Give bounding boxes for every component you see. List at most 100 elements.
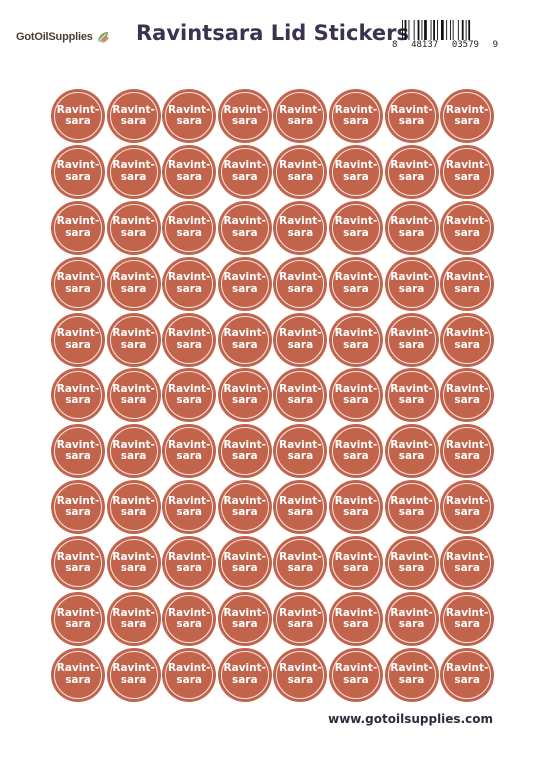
sticker-label: Ravint- sara [56,662,100,686]
sticker-label: Ravint- sara [112,103,155,127]
barcode-bar [441,20,444,40]
sticker-label: Ravint- sara [167,438,211,463]
sticker: Ravint- sara [273,480,328,535]
barcode-bar [424,20,427,40]
sticker: Ravint- sara [440,647,495,702]
sticker: Ravint- sara [51,480,105,535]
sticker: Ravint- sara [328,144,383,199]
sticker-label: Ravint- sara [279,494,322,519]
sticker: Ravint- sara [51,256,105,311]
sticker: Ravint- sara [106,312,161,367]
leaf-icon [97,32,109,43]
sticker: Ravint- sara [162,200,217,255]
sticker: Ravint- sara [162,592,217,647]
website-url: www.gotoilsupplies.com [328,712,493,726]
sticker: Ravint- sara [440,368,495,423]
sticker: Ravint- sara [162,647,217,702]
sticker: Ravint- sara [162,536,217,591]
sticker-label: Ravint- sara [56,550,100,575]
barcode-bar [417,20,420,40]
sticker-label: Ravint- sara [112,662,155,686]
sticker: Ravint- sara [384,647,439,702]
sticker: Ravint- sara [273,312,328,367]
sticker-label: Ravint- sara [167,662,211,686]
sticker-label: Ravint- sara [279,271,322,295]
barcode-bar [468,20,471,40]
sticker-label: Ravint- sara [334,159,378,183]
barcode-bar [404,20,407,40]
barcode: 8 48137 03579 9 [392,20,498,52]
sticker-label: Ravint- sara [445,662,489,686]
sticker: Ravint- sara [51,368,105,423]
sticker: Ravint- sara [106,424,161,479]
sticker-label: Ravint- sara [334,215,378,239]
sticker-label: Ravint- sara [445,494,489,519]
sticker: Ravint- sara [384,312,439,367]
sticker-label: Ravint- sara [445,215,489,239]
sticker-label: Ravint- sara [223,215,267,239]
sticker: Ravint- sara [51,200,105,255]
sticker: Ravint- sara [273,200,328,255]
sticker-label: Ravint- sara [167,382,211,407]
sticker: Ravint- sara [384,592,439,647]
sticker-label: Ravint- sara [334,382,378,407]
sticker: Ravint- sara [162,89,217,143]
sticker-label: Ravint- sara [334,494,378,519]
sticker: Ravint- sara [384,89,439,143]
sticker-label: Ravint- sara [112,382,155,407]
brand-logo: GotOilSupplies [16,28,110,46]
sticker-label: Ravint- sara [390,382,433,407]
sticker: Ravint- sara [217,480,272,535]
sticker-label: Ravint- sara [390,103,433,127]
sticker: Ravint- sara [328,480,383,535]
sticker-label: Ravint- sara [223,327,267,351]
sticker: Ravint- sara [106,592,161,647]
sticker: Ravint- sara [328,312,383,367]
brand-logo-text: GotOilSupplies [16,31,93,43]
sticker: Ravint- sara [273,144,328,199]
sticker: Ravint- sara [384,368,439,423]
sticker-label: Ravint- sara [223,606,267,631]
barcode-bar [465,20,467,40]
sticker-label: Ravint- sara [390,327,433,351]
sticker-label: Ravint- sara [445,271,489,295]
sticker-label: Ravint- sara [112,606,155,631]
sticker: Ravint- sara [440,256,495,311]
sticker-label: Ravint- sara [223,662,267,686]
sticker: Ravint- sara [51,536,105,591]
sticker-label: Ravint- sara [390,215,433,239]
barcode-bar [450,20,451,40]
sticker: Ravint- sara [328,368,383,423]
sticker: Ravint- sara [440,536,495,591]
sticker: Ravint- sara [384,424,439,479]
sticker: Ravint- sara [162,144,217,199]
sticker: Ravint- sara [51,424,105,479]
sticker-label: Ravint- sara [56,215,100,239]
sticker-label: Ravint- sara [223,438,267,463]
sticker-label: Ravint- sara [56,382,100,407]
sticker: Ravint- sara [106,647,161,702]
sticker: Ravint- sara [51,89,105,143]
sticker-label: Ravint- sara [112,327,155,351]
sticker-label: Ravint- sara [56,271,100,295]
page-header: GotOilSupplies Ravintsara Lid Stickers 8… [0,0,533,70]
sticker: Ravint- sara [273,368,328,423]
sticker: Ravint- sara [328,424,383,479]
sticker-label: Ravint- sara [279,159,322,183]
sticker-label: Ravint- sara [112,494,155,519]
sticker: Ravint- sara [384,200,439,255]
sticker: Ravint- sara [217,200,272,255]
sticker-label: Ravint- sara [445,382,489,407]
barcode-bar [430,20,432,40]
barcode-bars [402,20,471,40]
barcode-digit-last: 9 [492,40,498,50]
sticker-label: Ravint- sara [279,327,322,351]
sticker-label: Ravint- sara [390,271,433,295]
sticker-label: Ravint- sara [390,550,433,575]
barcode-bar [413,20,415,40]
sticker-label: Ravint- sara [56,103,100,127]
sticker-label: Ravint- sara [167,215,211,239]
sticker: Ravint- sara [273,536,328,591]
sticker: Ravint- sara [217,647,272,702]
sticker-label: Ravint- sara [445,550,489,575]
